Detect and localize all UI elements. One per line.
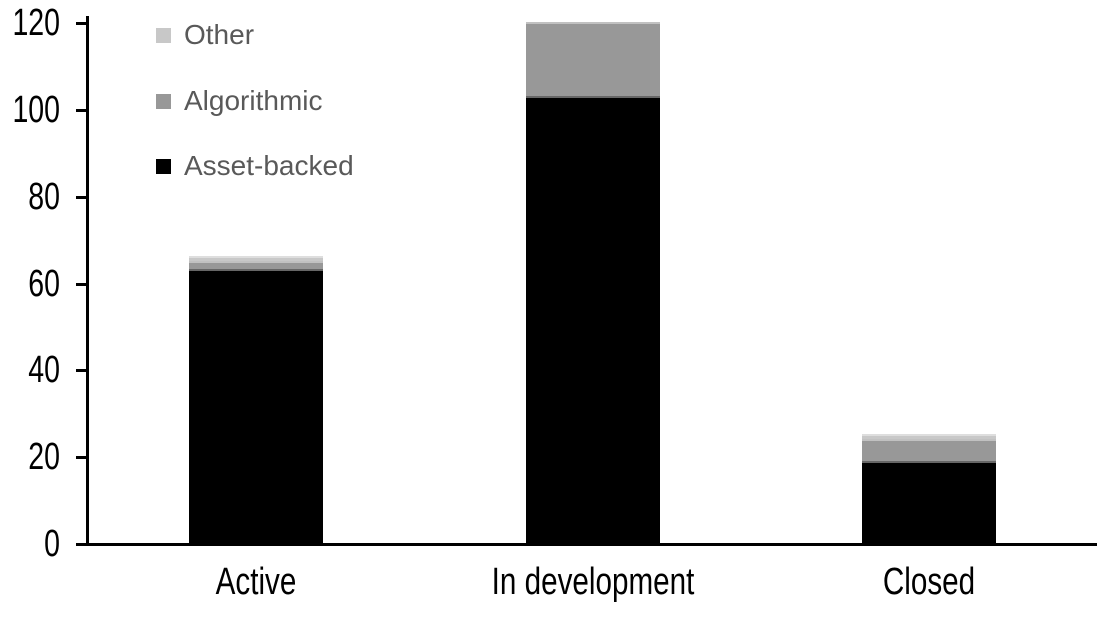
x-axis-line [76, 543, 1097, 546]
y-tick [76, 282, 88, 286]
bar-segment-algorithmic-active [189, 260, 324, 270]
y-tick [76, 108, 88, 112]
y-tick-label: 80 [28, 175, 60, 218]
legend-swatch-asset-backed-icon [156, 158, 171, 174]
legend-label: Other [184, 19, 255, 50]
bar-segment-asset-backed-active [189, 269, 324, 543]
y-axis-line [86, 16, 89, 546]
y-tick-label: 40 [28, 349, 60, 392]
bar-segment-asset-backed-in-development [525, 95, 660, 543]
y-tick [76, 195, 88, 199]
legend-swatch-other-icon [156, 27, 171, 43]
bar-segment-algorithmic-in-development [525, 22, 660, 96]
y-tick [76, 543, 88, 546]
y-tick [76, 456, 88, 460]
y-tick-label: 60 [28, 262, 60, 305]
y-tick-label: 20 [28, 436, 60, 479]
bar-segment-other-active [189, 256, 324, 261]
y-tick-label: 100 [12, 88, 60, 131]
legend-item-algorithmic: Algorithmic [156, 85, 322, 117]
bar-segment-asset-backed-closed [861, 460, 996, 543]
bar-segment-algorithmic-closed [861, 438, 996, 461]
legend-item-other: Other [156, 19, 254, 51]
y-tick-label: 0 [44, 523, 60, 565]
legend-label: Algorithmic [184, 85, 323, 116]
legend-label: Asset-backed [184, 150, 354, 181]
y-tick [76, 22, 88, 25]
y-tick [76, 369, 88, 373]
bar-segment-other-closed [861, 434, 996, 439]
x-category-label-in-development: In development [491, 561, 694, 603]
y-tick-label: 120 [12, 2, 60, 44]
x-category-label-active: Active [215, 561, 297, 603]
legend-item-asset-backed: Asset-backed [156, 150, 354, 182]
legend-swatch-algorithmic-icon [156, 93, 171, 109]
x-category-label-closed: Closed [882, 561, 975, 603]
